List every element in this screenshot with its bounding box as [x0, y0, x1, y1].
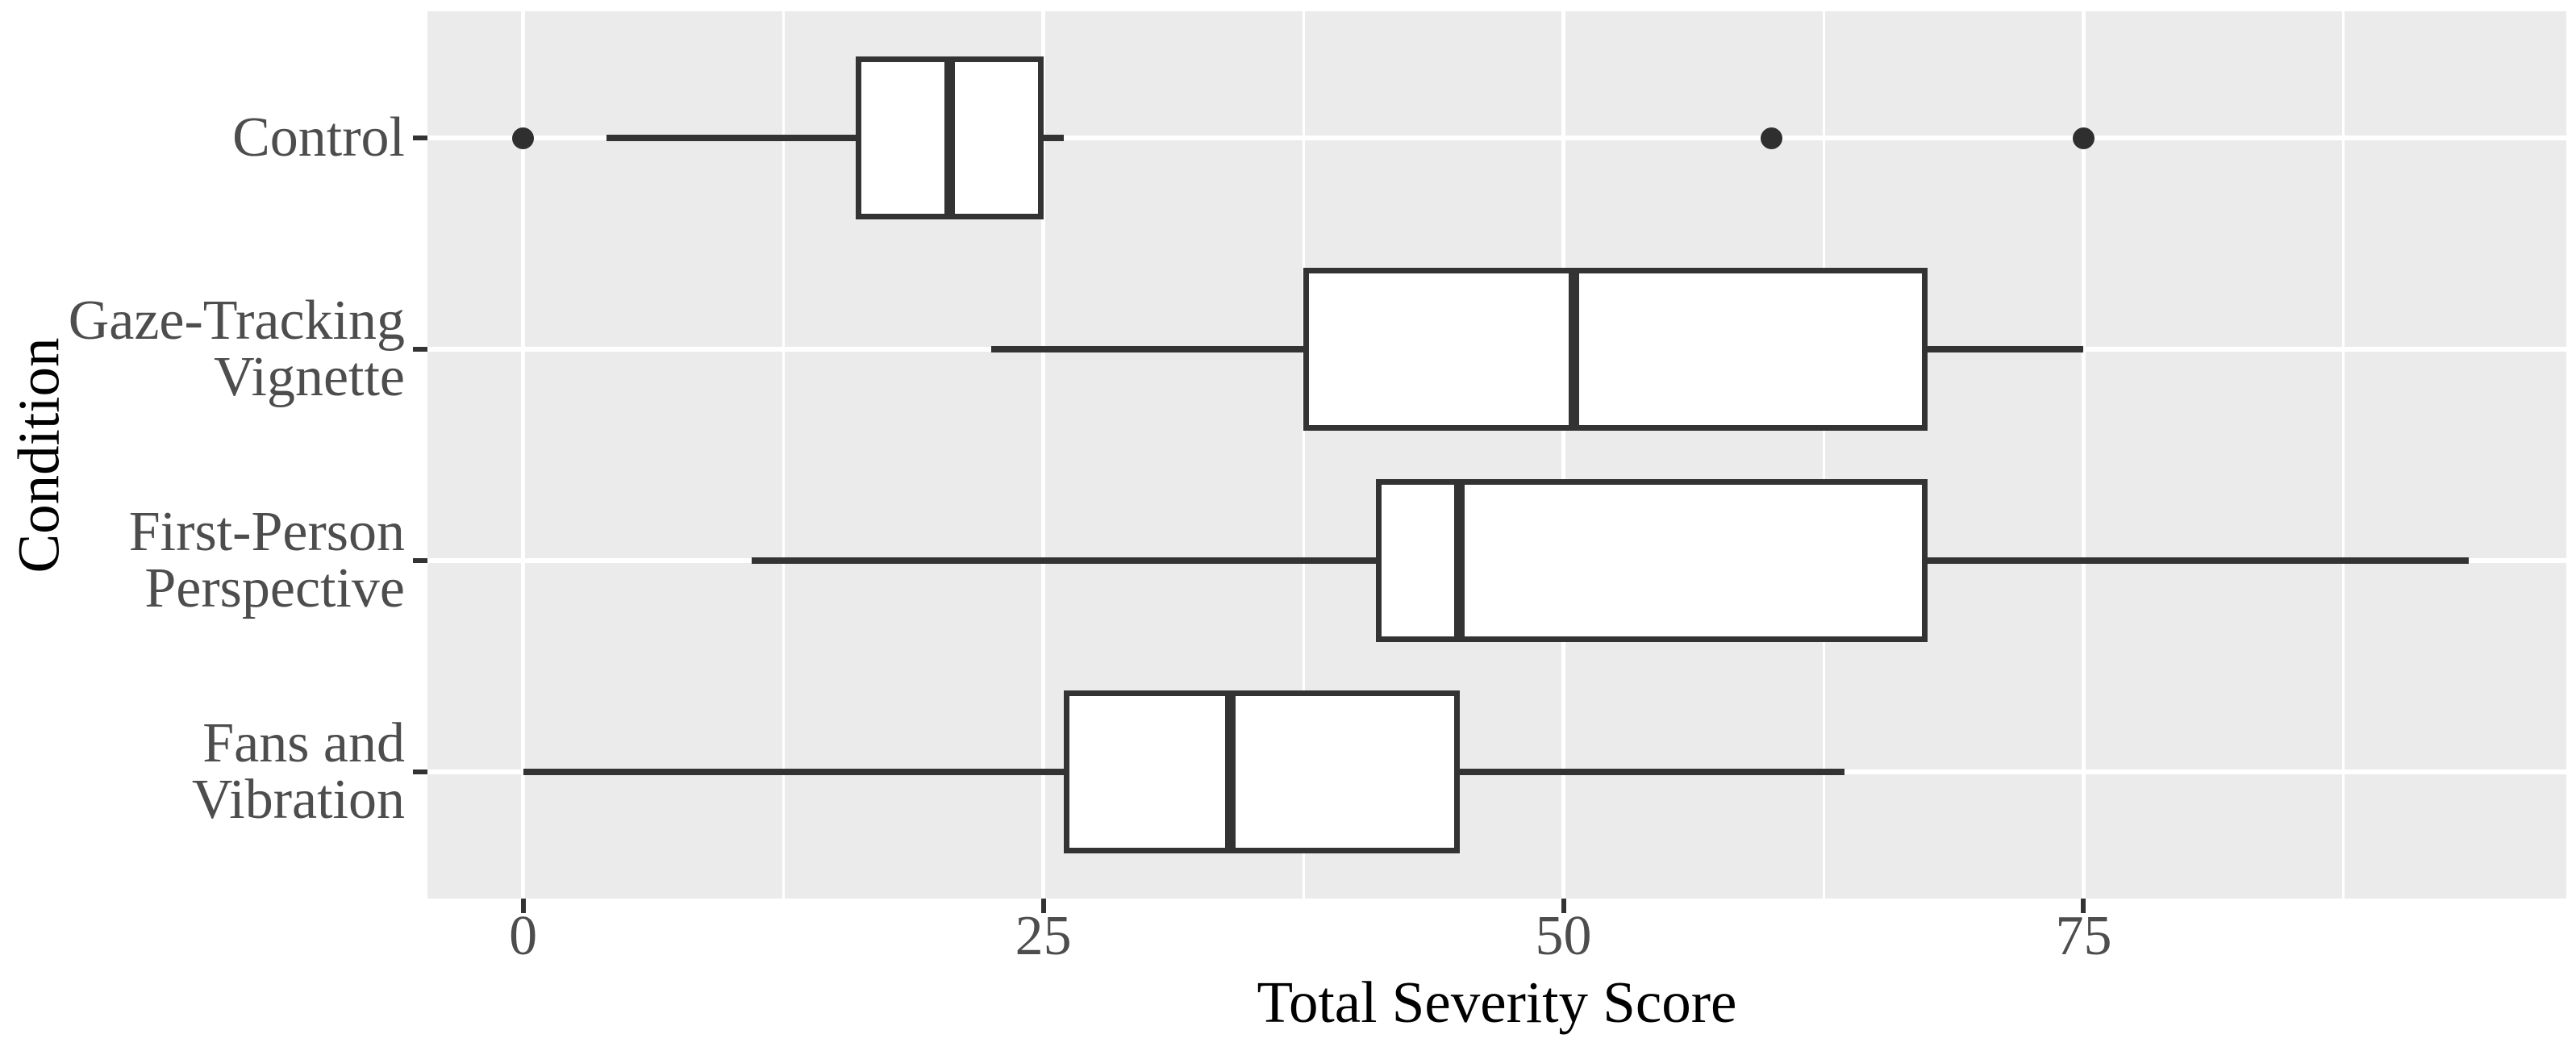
median-line [944, 56, 956, 220]
x-axis-title: Total Severity Score [1257, 970, 1737, 1035]
whisker-high-line [1459, 768, 1844, 775]
whisker-low-line [606, 135, 857, 142]
x-tick-label: 75 [2055, 905, 2112, 967]
plot-panel [427, 11, 2566, 899]
y-tick-mark [413, 347, 427, 352]
whisker-high-line [1928, 557, 2469, 564]
minor-gridline-vertical [1302, 11, 1305, 899]
median-line [1568, 268, 1579, 432]
category-label-line: First-Person [128, 500, 405, 563]
category-label-line: Control [232, 106, 405, 169]
median-line [1454, 478, 1465, 642]
major-gridline-horizontal [427, 136, 2566, 141]
iqr-box [1064, 690, 1460, 853]
y-tick-label: Gaze-Tracking Vignette [0, 293, 405, 406]
x-tick-label: 0 [509, 905, 538, 967]
outlier-point [512, 127, 535, 149]
x-tick-mark [1040, 899, 1046, 913]
x-tick-mark [520, 899, 526, 913]
y-tick-label: First-Person Perspective [0, 500, 405, 619]
minor-gridline-vertical [2342, 11, 2345, 899]
whisker-high-line [1043, 135, 1065, 142]
y-tick-label: Control [0, 110, 405, 166]
y-tick-mark [413, 557, 427, 563]
major-gridline-vertical [2081, 11, 2086, 899]
major-gridline-vertical [521, 11, 526, 899]
whisker-high-line [1928, 346, 2084, 353]
whisker-low-line [752, 557, 1377, 564]
iqr-box [1376, 478, 1928, 642]
whisker-low-line [991, 346, 1304, 353]
outlier-point [1761, 127, 1783, 149]
category-label-line: Fans and [202, 711, 405, 774]
whisker-low-line [523, 768, 1065, 775]
iqr-box [1303, 268, 1928, 432]
minor-gridline-vertical [782, 11, 785, 899]
x-tick-mark [2081, 899, 2086, 913]
x-tick-mark [1561, 899, 1566, 913]
major-gridline-vertical [1561, 11, 1566, 899]
y-tick-label: Fans and Vibration [0, 715, 405, 828]
minor-gridline-vertical [1822, 11, 1825, 899]
x-tick-label: 50 [1535, 905, 1592, 967]
median-line [1225, 690, 1236, 853]
category-label-line: Vibration [191, 768, 405, 831]
y-tick-mark [413, 136, 427, 141]
category-label-line: Gaze-Tracking [68, 290, 405, 352]
major-gridline-vertical [1041, 11, 1046, 899]
category-label-line: Vignette [214, 346, 405, 409]
x-tick-label: 25 [1015, 905, 1072, 967]
outlier-point [2072, 127, 2095, 149]
category-label-line: Perspective [144, 557, 405, 619]
y-tick-mark [413, 769, 427, 774]
